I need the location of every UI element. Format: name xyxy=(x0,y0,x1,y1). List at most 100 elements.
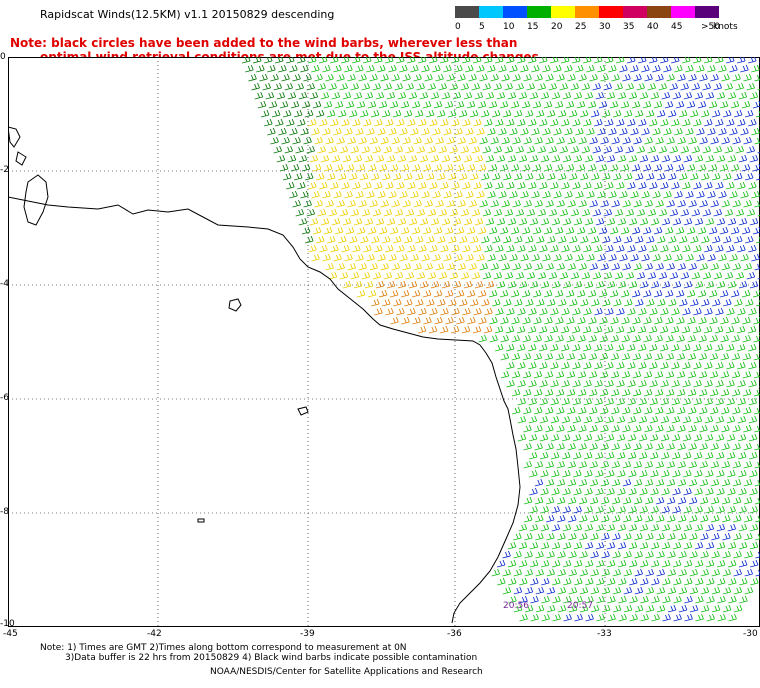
wind-barb xyxy=(656,568,665,577)
wind-barb xyxy=(642,163,652,172)
wind-barb xyxy=(385,307,394,316)
wind-barb xyxy=(341,244,350,253)
wind-barb xyxy=(493,208,503,217)
wind-barb xyxy=(625,208,635,217)
wind-barb xyxy=(660,244,669,253)
wind-barb xyxy=(754,200,760,208)
wind-barb xyxy=(440,244,449,253)
wind-barb xyxy=(473,118,482,127)
wind-barb xyxy=(588,388,598,397)
wind-barb xyxy=(700,586,710,595)
legend-unit: knots xyxy=(713,22,738,32)
wind-barb xyxy=(383,145,393,154)
wind-barb xyxy=(566,352,576,361)
wind-barb xyxy=(713,271,723,280)
wind-barb xyxy=(680,208,690,217)
wind-barb xyxy=(281,136,290,145)
wind-barb xyxy=(681,325,691,334)
wind-barb xyxy=(584,505,593,514)
wind-barb xyxy=(662,595,671,604)
wind-barb xyxy=(539,361,548,370)
wind-barb xyxy=(545,496,555,505)
wind-barb xyxy=(647,82,656,91)
coastline-layer xyxy=(8,126,521,624)
wind-barb xyxy=(654,352,664,361)
wind-barb xyxy=(446,262,455,271)
wind-barb xyxy=(623,532,632,541)
wind-barb xyxy=(541,577,550,586)
wind-barb xyxy=(589,262,598,271)
wind-barb xyxy=(446,199,455,208)
wind-barb xyxy=(429,118,438,127)
wind-barb xyxy=(322,253,331,262)
wind-barb xyxy=(444,100,454,109)
wind-barb xyxy=(603,145,613,154)
wind-barb xyxy=(715,379,724,388)
wind-barb xyxy=(655,406,664,415)
wind-barb xyxy=(583,361,592,370)
wind-barb xyxy=(391,262,400,271)
wind-barb xyxy=(679,298,688,307)
wind-barb xyxy=(610,388,620,397)
wind-barb xyxy=(605,361,614,370)
wind-barb xyxy=(589,478,599,487)
wind-barb xyxy=(326,109,336,118)
wind-barb xyxy=(707,127,716,136)
wind-barb xyxy=(556,442,565,451)
wind-barb xyxy=(465,190,474,199)
wind-barb xyxy=(568,586,578,595)
wind-barb xyxy=(723,298,732,307)
wind-barb xyxy=(530,577,539,586)
wind-barb xyxy=(706,595,715,604)
wind-barb xyxy=(631,100,641,109)
wind-barb xyxy=(449,145,459,154)
wind-barb xyxy=(698,352,708,361)
wind-barb xyxy=(245,64,254,73)
wind-barb xyxy=(600,199,609,208)
wind-barb xyxy=(636,271,646,280)
wind-barb xyxy=(589,496,599,505)
wind-barb xyxy=(670,57,680,64)
wind-barb xyxy=(733,586,743,595)
wind-barb xyxy=(743,424,752,433)
wind-barb xyxy=(628,505,637,514)
wind-barb xyxy=(618,577,627,586)
wind-barb xyxy=(356,226,366,235)
wind-barb xyxy=(722,568,731,577)
wind-barb xyxy=(531,64,540,73)
wind-barb xyxy=(600,442,609,451)
wind-barb xyxy=(631,289,641,298)
wind-barb xyxy=(279,163,289,172)
wind-barb xyxy=(748,451,758,460)
wind-barb xyxy=(633,73,642,82)
wind-barb xyxy=(323,163,333,172)
wind-barb xyxy=(661,559,671,568)
wind-barb xyxy=(433,226,443,235)
wind-barb xyxy=(704,244,713,253)
wind-barb xyxy=(326,235,336,244)
wind-barb xyxy=(616,307,625,316)
wind-barb xyxy=(741,289,751,298)
wind-barb xyxy=(336,199,345,208)
wind-barb xyxy=(711,172,721,181)
wind-barb xyxy=(708,226,718,235)
wind-barb xyxy=(562,505,571,514)
wind-barb xyxy=(578,478,588,487)
wind-barb xyxy=(411,289,421,298)
wind-barb xyxy=(295,208,305,217)
wind-barb xyxy=(451,307,460,316)
wind-barb xyxy=(653,289,663,298)
wind-barb xyxy=(653,100,663,109)
wind-barb xyxy=(517,361,526,370)
wind-barb xyxy=(410,127,419,136)
wind-barb xyxy=(700,604,710,613)
wind-barb xyxy=(710,478,720,487)
wind-barb xyxy=(661,505,670,514)
wind-barb xyxy=(403,172,413,181)
wind-barb xyxy=(622,406,631,415)
wind-barb xyxy=(550,433,560,442)
wind-barb xyxy=(460,208,470,217)
wind-barb xyxy=(686,289,696,298)
wind-barb xyxy=(746,208,756,217)
wind-barb xyxy=(546,172,556,181)
